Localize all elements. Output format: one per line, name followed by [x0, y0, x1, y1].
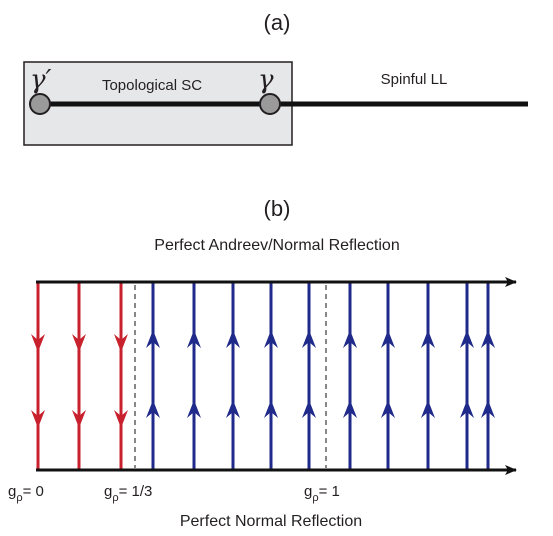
flow-arrow-up-icon [187, 330, 201, 348]
flow-arrow-up-icon [226, 400, 240, 418]
spinful-ll-label: Spinful LL [381, 71, 448, 88]
majorana-node-left [29, 93, 51, 115]
flow-arrow-up-icon [187, 400, 201, 418]
flow-arrow-down-icon [114, 410, 128, 428]
flow-lines [31, 282, 495, 470]
flow-arrow-up-icon [343, 400, 357, 418]
flow-arrow-up-icon [302, 330, 316, 348]
flow-arrow-up-icon [264, 400, 278, 418]
gamma-prime-symbol: γ′ [30, 65, 52, 95]
flow-arrow-up-icon [146, 400, 160, 418]
flow-arrow-up-icon [421, 400, 435, 418]
topological-sc-label: Topological SC [102, 77, 202, 94]
flow-arrow-up-icon [146, 330, 160, 348]
panel-a-label: (a) [264, 10, 291, 35]
flow-arrow-up-icon [343, 330, 357, 348]
majorana-node-right [259, 93, 281, 115]
flow-arrow-down-icon [72, 334, 86, 352]
g-rho-one-label: gρ= 1 [304, 483, 340, 504]
flow-arrow-down-icon [31, 410, 45, 428]
flow-arrow-up-icon [381, 400, 395, 418]
panel-b-label: (b) [264, 196, 291, 221]
g-rho-zero-label: gρ= 0 [8, 483, 44, 504]
flow-arrow-up-icon [226, 330, 240, 348]
g-rho-one-third-label: gρ= 1/3 [104, 483, 152, 504]
flow-arrow-up-icon [421, 330, 435, 348]
flow-arrow-up-icon [460, 400, 474, 418]
top-boundary-label: Perfect Andreev/Normal Reflection [154, 237, 399, 254]
flow-arrow-up-icon [302, 400, 316, 418]
flow-arrow-down-icon [114, 334, 128, 352]
flow-arrow-down-icon [31, 334, 45, 352]
bottom-boundary-label: Perfect Normal Reflection [180, 513, 362, 530]
flow-arrow-up-icon [481, 400, 495, 418]
flow-arrow-up-icon [481, 330, 495, 348]
flow-arrow-up-icon [381, 330, 395, 348]
flow-arrow-down-icon [72, 410, 86, 428]
flow-arrow-up-icon [264, 330, 278, 348]
gamma-symbol: γ [258, 65, 274, 95]
flow-arrow-up-icon [460, 330, 474, 348]
